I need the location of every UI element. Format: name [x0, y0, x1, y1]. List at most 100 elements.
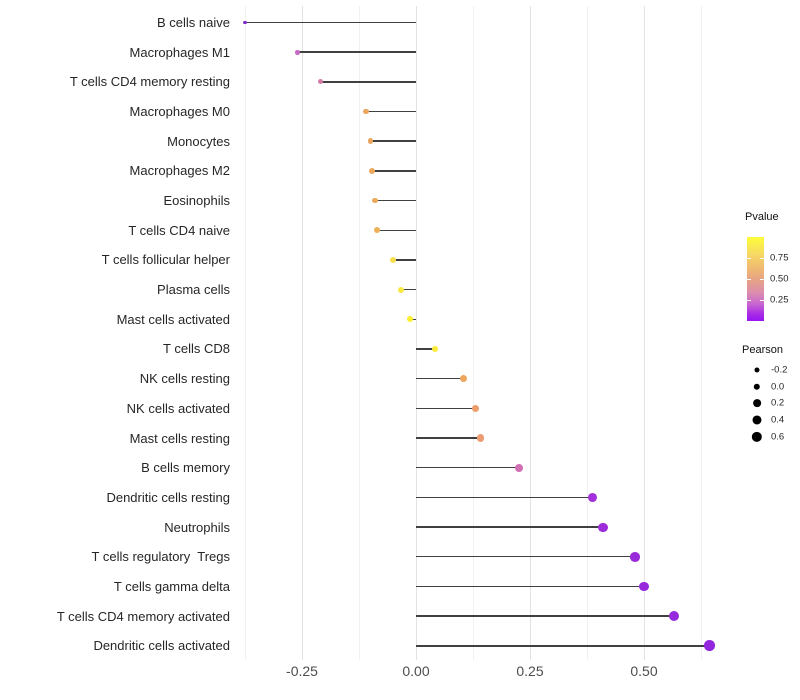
lollipop-stem: [410, 318, 416, 321]
colorbar-tick: [760, 300, 764, 301]
lollipop-dot: [295, 49, 300, 55]
lollipop-dot: [598, 522, 608, 532]
gridline-major: [643, 6, 645, 660]
lollipop-stem: [416, 615, 674, 617]
x-tick-label: 0.50: [630, 663, 658, 679]
lollipop-dot: [630, 551, 640, 562]
gridline-minor: [244, 6, 246, 660]
row-label: T cells gamma delta: [113, 578, 230, 594]
pearson-size-dot: [754, 367, 760, 373]
pearson-size-dot: [753, 383, 761, 390]
gridline-minor: [586, 6, 588, 660]
row-label: Mast cells activated: [116, 311, 230, 327]
pearson-size-label: 0.4: [771, 414, 785, 426]
lollipop-stem: [320, 81, 416, 83]
lollipop-stem: [416, 496, 593, 499]
pearson-size-label: 0.0: [771, 381, 785, 393]
lollipop-stem: [416, 645, 710, 647]
row-label: Dendritic cells resting: [106, 489, 230, 505]
row-label: T cells CD8: [163, 341, 230, 357]
gridline-minor: [700, 6, 702, 660]
lollipop-stem: [392, 259, 416, 261]
colorbar-tick: [747, 279, 751, 280]
colorbar-tick: [747, 258, 751, 259]
lollipop-stem: [297, 51, 416, 53]
lollipop-dot: [515, 463, 523, 472]
row-label: T cells follicular helper: [101, 252, 230, 268]
lollipop-stem: [416, 377, 464, 380]
row-label: NK cells activated: [126, 400, 230, 416]
pearson-size-dot: [751, 431, 763, 442]
lollipop-dot: [367, 138, 374, 145]
x-tick-label: 0.25: [516, 663, 544, 679]
gridline-major: [415, 6, 417, 660]
pearson-size-label: 0.6: [771, 431, 785, 443]
lollipop-stem: [245, 21, 416, 24]
row-label: B cells naive: [157, 15, 230, 30]
row-label: Neutrophils: [164, 519, 230, 535]
gridline-major: [529, 6, 531, 660]
lollipop-dot: [639, 581, 649, 592]
row-label: Eosinophils: [163, 193, 231, 209]
lollipop-dot: [406, 316, 414, 323]
lollipop-dot: [243, 20, 247, 25]
gridline-major: [301, 6, 303, 660]
lollipop-dot: [373, 227, 380, 234]
lollipop-stem: [376, 229, 416, 231]
lollipop-dot: [431, 345, 439, 353]
row-label: Macrophages M1: [129, 44, 230, 60]
pearson-size-label: 0.2: [771, 397, 785, 409]
lollipop-dot: [369, 168, 376, 174]
row-label: B cells memory: [141, 460, 230, 476]
colorbar-tick-label: 0.25: [770, 294, 789, 306]
lollipop-stem: [372, 170, 416, 172]
x-tick-label: 0.00: [402, 663, 430, 679]
lollipop-stem: [416, 407, 476, 410]
pearson-legend-title: Pearson: [742, 344, 783, 356]
pearson-size-dot: [753, 399, 761, 408]
lollipop-stem: [400, 288, 416, 291]
row-label: T cells CD4 memory activated: [56, 608, 230, 624]
pearson-size-label: -0.2: [771, 364, 788, 376]
colorbar-tick-label: 0.50: [770, 273, 789, 285]
row-label: Dendritic cells activated: [93, 638, 230, 654]
lollipop-dot: [363, 108, 369, 115]
lollipop-stem: [416, 585, 644, 588]
gridline-minor: [472, 6, 474, 660]
row-label: Plasma cells: [157, 282, 230, 298]
lollipop-dot: [703, 640, 715, 652]
lollipop-stem: [416, 466, 520, 469]
lollipop-stem: [416, 555, 635, 558]
lollipop-stem: [416, 526, 603, 528]
lollipop-stem: [365, 110, 416, 113]
colorbar-tick: [760, 279, 764, 280]
lollipop-dot: [389, 256, 396, 263]
lollipop-stem: [374, 199, 416, 202]
lollipop-stem: [416, 348, 436, 350]
row-label: T cells regulatory Tregs: [91, 549, 230, 565]
lollipop-dot: [317, 79, 323, 85]
lollipop-dot: [476, 434, 484, 442]
gridline-minor: [358, 6, 360, 660]
row-label: NK cells resting: [139, 371, 230, 387]
lollipop-dot: [460, 375, 468, 383]
pvalue-colorbar: [747, 237, 764, 321]
row-label: Macrophages M0: [129, 104, 230, 120]
row-label: T cells CD4 memory resting: [69, 74, 230, 90]
colorbar-tick: [747, 300, 751, 301]
colorbar-tick-label: 0.75: [770, 252, 789, 264]
pvalue-legend-title: Pvalue: [745, 211, 779, 223]
row-label: Macrophages M2: [129, 163, 230, 179]
colorbar-tick: [760, 258, 764, 259]
lollipop-dot: [372, 197, 378, 204]
row-label: Mast cells resting: [129, 430, 230, 446]
lollipop-dot: [588, 492, 598, 502]
lollipop-dot: [668, 611, 679, 622]
lollipop-stem: [416, 437, 481, 439]
pearson-size-dot: [752, 415, 762, 425]
lollipop-stem: [370, 140, 416, 142]
lollipop-dot: [397, 286, 405, 293]
lollipop-dot: [472, 404, 480, 412]
row-label: Monocytes: [167, 133, 230, 149]
